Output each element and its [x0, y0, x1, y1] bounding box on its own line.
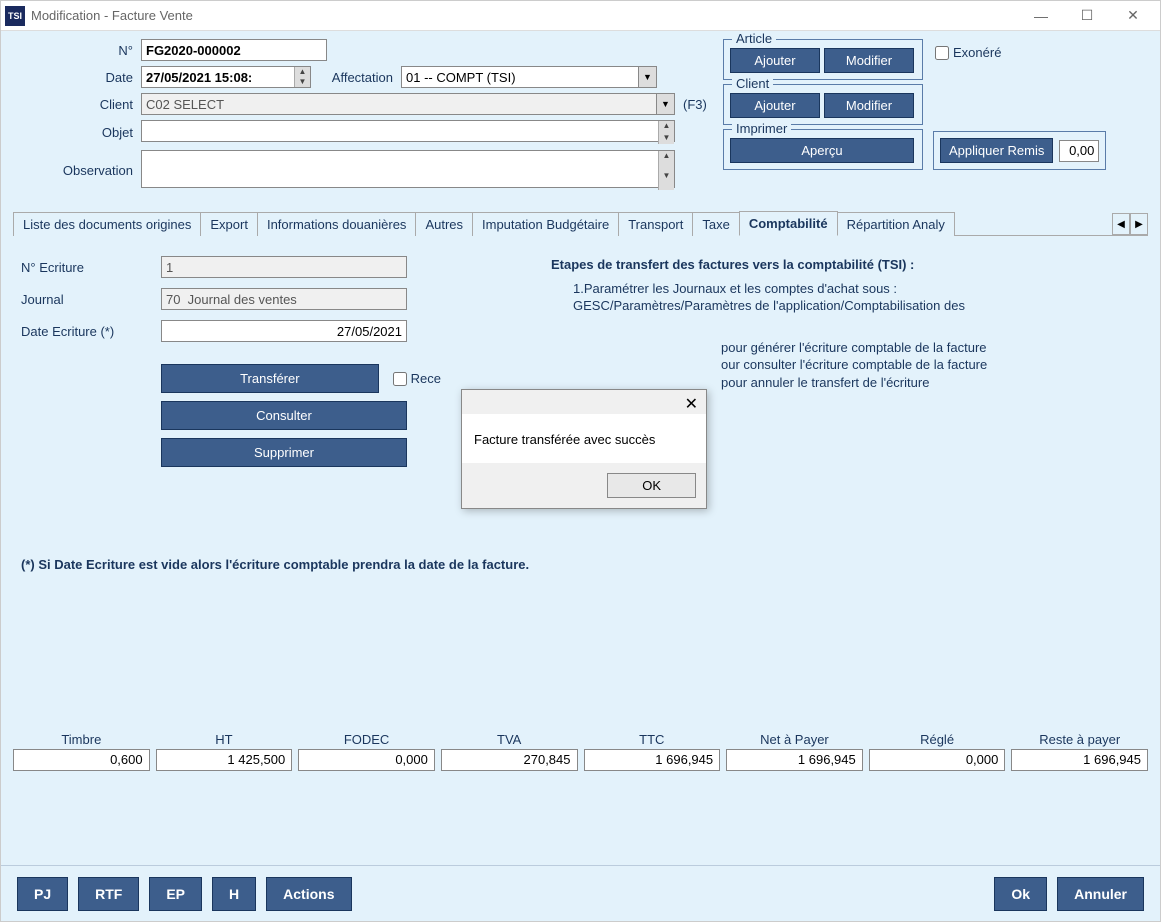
objet-input[interactable]	[141, 120, 675, 142]
discount-input[interactable]	[1059, 140, 1099, 162]
total-value-ht: 1 425,500	[156, 749, 293, 771]
minimize-button[interactable]: —	[1018, 2, 1064, 30]
tab-comptabilite[interactable]: Comptabilité	[739, 211, 838, 236]
numero-input[interactable]	[141, 39, 327, 61]
total-value-net: 1 696,945	[726, 749, 863, 771]
total-label-regle: Réglé	[869, 732, 1006, 747]
pj-button[interactable]: PJ	[17, 877, 68, 911]
label-observation: Observation	[13, 163, 141, 178]
footnote: (*) Si Date Ecriture est vide alors l'éc…	[21, 557, 1140, 572]
total-label-ttc: TTC	[584, 732, 721, 747]
article-legend: Article	[732, 31, 776, 46]
client-add-button[interactable]: Ajouter	[730, 93, 820, 118]
tab-repartition[interactable]: Répartition Analy	[837, 212, 955, 236]
exonere-label: Exonéré	[953, 45, 1001, 60]
label-journal: Journal	[21, 292, 161, 307]
label-ecriture-no: N° Ecriture	[21, 260, 161, 275]
steps-s4: pour annuler le transfert de l'écriture	[721, 374, 987, 392]
rece-checkbox[interactable]	[393, 372, 407, 386]
label-client: Client	[13, 97, 141, 112]
success-dialog: ✕ Facture transférée avec succès OK	[461, 389, 707, 509]
cancel-button[interactable]: Annuler	[1057, 877, 1144, 911]
dialog-ok-button[interactable]: OK	[607, 473, 696, 498]
totals-row: Timbre 0,600 HT 1 425,500 FODEC 0,000 TV…	[13, 732, 1148, 771]
ep-button[interactable]: EP	[149, 877, 202, 911]
tab-taxe[interactable]: Taxe	[692, 212, 739, 236]
observation-spin-up[interactable]: ▲	[658, 151, 674, 171]
total-label-tva: TVA	[441, 732, 578, 747]
rece-label: Rece	[411, 371, 441, 386]
date-ecriture-input[interactable]	[161, 320, 407, 342]
window-title: Modification - Facture Vente	[31, 8, 1018, 23]
observation-spin-down[interactable]: ▼	[658, 171, 674, 191]
total-value-reste: 1 696,945	[1011, 749, 1148, 771]
titlebar: TSI Modification - Facture Vente — ☐ ✕	[1, 1, 1160, 31]
client-legend: Client	[732, 76, 773, 91]
close-button[interactable]: ✕	[1110, 2, 1156, 30]
total-value-ttc: 1 696,945	[584, 749, 721, 771]
total-label-fodec: FODEC	[298, 732, 435, 747]
tab-transport[interactable]: Transport	[618, 212, 693, 236]
steps-s1a: 1.Paramétrer les Journaux et les comptes…	[573, 280, 987, 298]
client-hint: (F3)	[683, 97, 707, 112]
imprimer-legend: Imprimer	[732, 121, 791, 136]
bottom-bar: PJ RTF EP H Actions Ok Annuler	[1, 865, 1160, 921]
article-edit-button[interactable]: Modifier	[824, 48, 914, 73]
dialog-close-icon[interactable]: ✕	[685, 396, 698, 413]
dialog-message: Facture transférée avec succès	[462, 414, 706, 463]
client-edit-button[interactable]: Modifier	[824, 93, 914, 118]
tab-strip: Liste des documents origines Export Info…	[13, 210, 1148, 236]
label-affectation: Affectation	[311, 70, 401, 85]
transfer-button[interactable]: Transférer	[161, 364, 379, 393]
steps-s2: pour générer l'écriture comptable de la …	[721, 339, 987, 357]
client-dropdown-icon[interactable]: ▼	[657, 93, 675, 115]
steps-s1b: GESC/Paramètres/Paramètres de l'applicat…	[573, 297, 987, 315]
tab-liste-documents[interactable]: Liste des documents origines	[13, 212, 201, 236]
actions-button[interactable]: Actions	[266, 877, 351, 911]
objet-spin-up[interactable]: ▲	[658, 121, 674, 133]
date-spin-up[interactable]: ▲	[294, 67, 310, 77]
apply-discount-button[interactable]: Appliquer Remis	[940, 138, 1053, 163]
tab-scroll-right[interactable]: ▶	[1130, 213, 1148, 235]
total-value-timbre: 0,600	[13, 749, 150, 771]
date-input[interactable]	[141, 66, 311, 88]
total-label-timbre: Timbre	[13, 732, 150, 747]
total-label-ht: HT	[156, 732, 293, 747]
exonere-checkbox[interactable]	[935, 46, 949, 60]
date-spin-down[interactable]: ▼	[294, 77, 310, 87]
total-value-fodec: 0,000	[298, 749, 435, 771]
total-label-reste: Reste à payer	[1011, 732, 1148, 747]
label-date-ecriture: Date Ecriture (*)	[21, 324, 161, 339]
tab-imputation-budgetaire[interactable]: Imputation Budgétaire	[472, 212, 619, 236]
label-date: Date	[13, 70, 141, 85]
journal-input	[161, 288, 407, 310]
tab-informations-douanieres[interactable]: Informations douanières	[257, 212, 416, 236]
delete-button[interactable]: Supprimer	[161, 438, 407, 467]
label-objet: Objet	[13, 125, 141, 140]
tab-scroll-left[interactable]: ◀	[1112, 213, 1130, 235]
client-input[interactable]	[141, 93, 657, 115]
total-value-regle: 0,000	[869, 749, 1006, 771]
article-add-button[interactable]: Ajouter	[730, 48, 820, 73]
affectation-input[interactable]	[401, 66, 639, 88]
h-button[interactable]: H	[212, 877, 256, 911]
maximize-button[interactable]: ☐	[1064, 2, 1110, 30]
view-button[interactable]: Consulter	[161, 401, 407, 430]
objet-spin-down[interactable]: ▼	[658, 133, 674, 145]
affectation-dropdown-icon[interactable]: ▼	[639, 66, 657, 88]
steps-s3: our consulter l'écriture comptable de la…	[721, 356, 987, 374]
total-label-net: Net à Payer	[726, 732, 863, 747]
app-icon: TSI	[5, 6, 25, 26]
steps-title: Etapes de transfert des factures vers la…	[551, 256, 987, 274]
ecriture-no-input	[161, 256, 407, 278]
apercu-button[interactable]: Aperçu	[730, 138, 914, 163]
tab-autres[interactable]: Autres	[415, 212, 473, 236]
ok-button[interactable]: Ok	[994, 877, 1047, 911]
rtf-button[interactable]: RTF	[78, 877, 139, 911]
tab-export[interactable]: Export	[200, 212, 258, 236]
observation-input[interactable]	[141, 150, 675, 188]
label-numero: N°	[13, 43, 141, 58]
total-value-tva: 270,845	[441, 749, 578, 771]
